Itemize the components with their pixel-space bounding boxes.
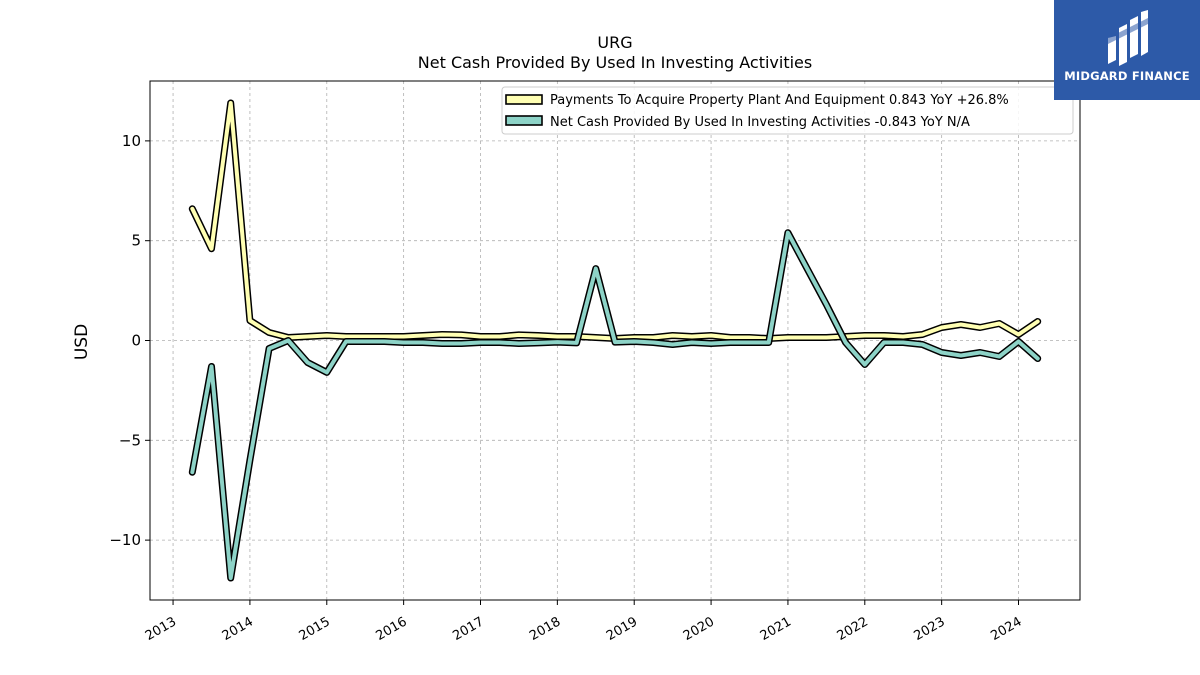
x-tick-label: 2013 [143,614,179,644]
midgard-finance-logo: MIDGARD FINANCE [1054,0,1200,100]
chart-title: URG [597,33,632,52]
y-tick-label: 0 [131,332,141,350]
legend-label-capex: Payments To Acquire Property Plant And E… [550,93,1009,108]
y-tick-label: 5 [131,232,141,250]
legend-swatch-capex [505,94,543,105]
y-axis-label: USD [72,324,92,360]
x-tick-label: 2017 [450,614,486,644]
x-axis: 2013 2014 2015 2016 2017 2018 2019 2020 2021 2022… [143,600,1025,644]
x-tick-label: 2018 [527,614,563,644]
logo-text: MIDGARD FINANCE [1064,69,1190,83]
x-tick-label: 2023 [911,614,947,644]
x-tick-label: 2014 [220,614,256,644]
series-1-outline [188,229,1042,582]
series-0-outline [188,99,1042,342]
chart-subtitle: Net Cash Provided By Used In Investing A… [418,53,812,72]
x-tick-label: 2022 [835,614,871,644]
y-tick-label: 10 [122,132,141,150]
x-tick-label: 2016 [373,614,409,644]
series-1-line [190,230,1040,580]
x-tick-label: 2015 [297,614,333,644]
y-tick-label: −10 [109,531,141,549]
x-tick-label: 2019 [604,614,640,644]
y-tick-label: −5 [119,431,141,449]
x-tick-label: 2021 [758,614,794,644]
legend-swatch-investing [505,115,543,126]
logo-mark-icon [1108,10,1148,66]
y-axis: −10 −5 0 5 10 [109,132,150,549]
legend-frame [501,86,1074,135]
x-tick-label: 2024 [988,614,1024,644]
legend: Payments To Acquire Property Plant And E… [501,86,1074,135]
x-tick-label: 2020 [681,614,717,644]
legend-label-investing: Net Cash Provided By Used In Investing A… [550,115,970,130]
series-lines [188,99,1042,582]
series-0-line [190,101,1040,341]
grid [150,81,1080,600]
